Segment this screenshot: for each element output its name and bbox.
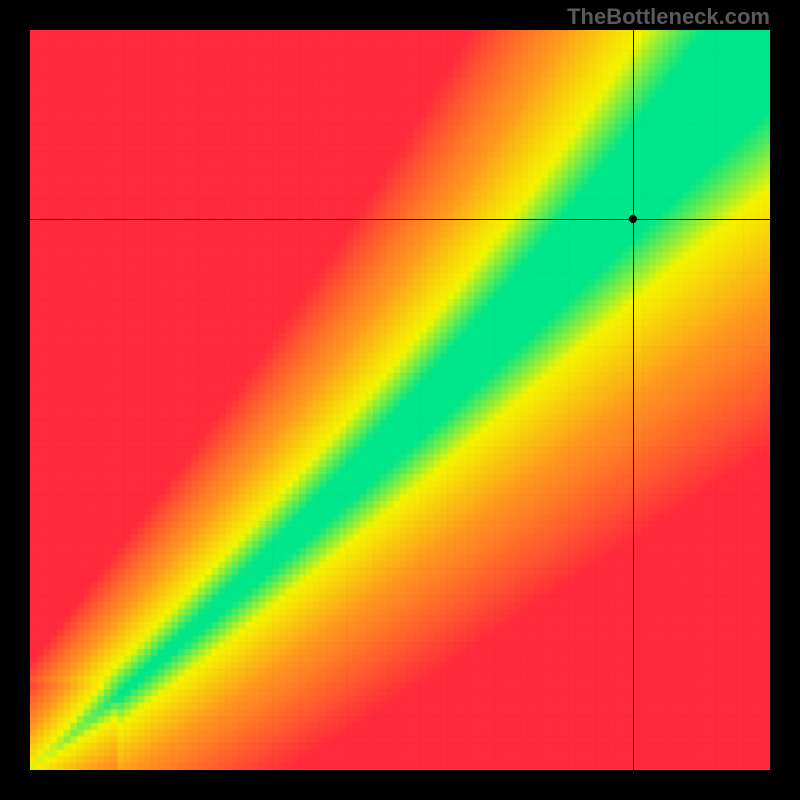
crosshair-marker-dot: [629, 215, 637, 223]
heatmap-canvas: [30, 30, 770, 770]
bottleneck-heatmap-plot: [30, 30, 770, 770]
crosshair-horizontal-line: [30, 219, 770, 220]
crosshair-vertical-line: [633, 30, 634, 770]
watermark-text: TheBottleneck.com: [567, 4, 770, 30]
